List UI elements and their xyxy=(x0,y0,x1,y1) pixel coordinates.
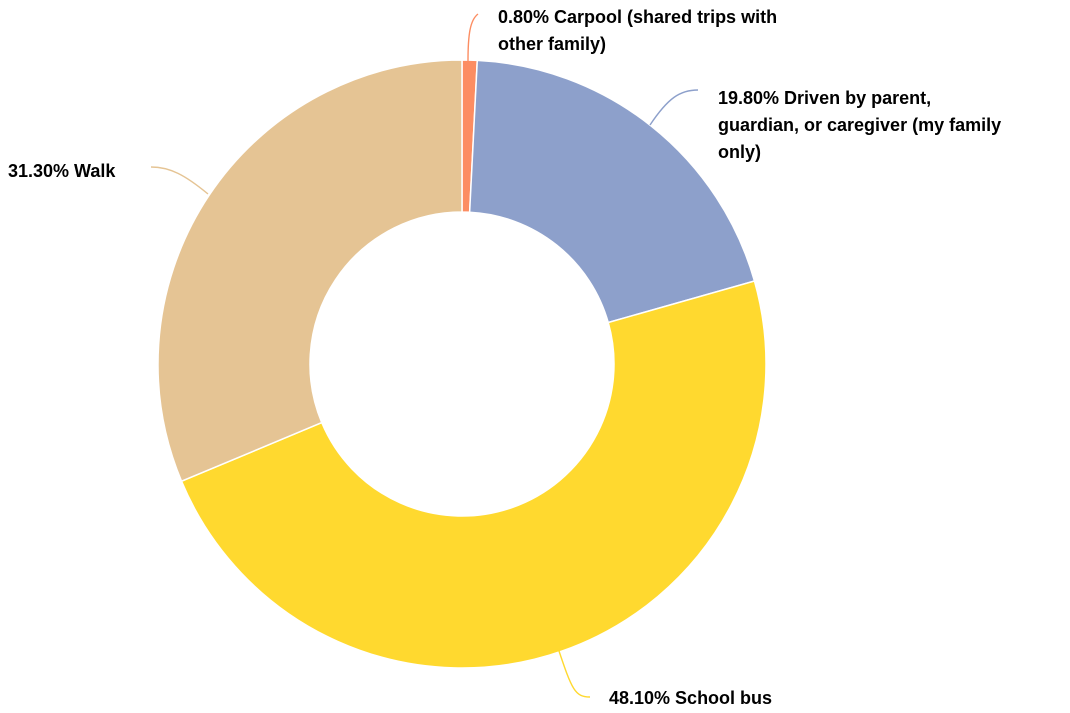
slice-label-line: only) xyxy=(718,142,761,162)
leader-line xyxy=(150,166,209,195)
slice-label: 19.80% Driven by parent, guardian, or car… xyxy=(718,88,1001,162)
leader-line xyxy=(649,89,699,126)
slice-label-line: other family) xyxy=(498,34,606,54)
slice-label-line: 19.80% Driven by parent, xyxy=(718,88,931,108)
leader-line xyxy=(557,647,591,698)
leader-line xyxy=(467,13,479,62)
slice-label: 31.30% Walk xyxy=(8,161,116,181)
slice-label-line: 48.10% School bus xyxy=(609,688,772,708)
leader-lines xyxy=(150,13,699,698)
donut-slices xyxy=(157,59,767,669)
slice-label-line: 0.80% Carpool (shared trips with xyxy=(498,7,777,27)
slice-school-bus xyxy=(180,280,767,669)
slice-labels: 0.80% Carpool (shared trips with other fa… xyxy=(8,7,1001,708)
slice-label-line: 31.30% Walk xyxy=(8,161,116,181)
slice-label-line: guardian, or caregiver (my family xyxy=(718,115,1001,135)
slice-label: 0.80% Carpool (shared trips with other fa… xyxy=(498,7,777,54)
slice-driven-by-parent-guardian-or-caregiver-my-family-only xyxy=(468,59,756,324)
slice-walk xyxy=(157,59,463,483)
slice-label: 48.10% School bus xyxy=(609,688,772,708)
